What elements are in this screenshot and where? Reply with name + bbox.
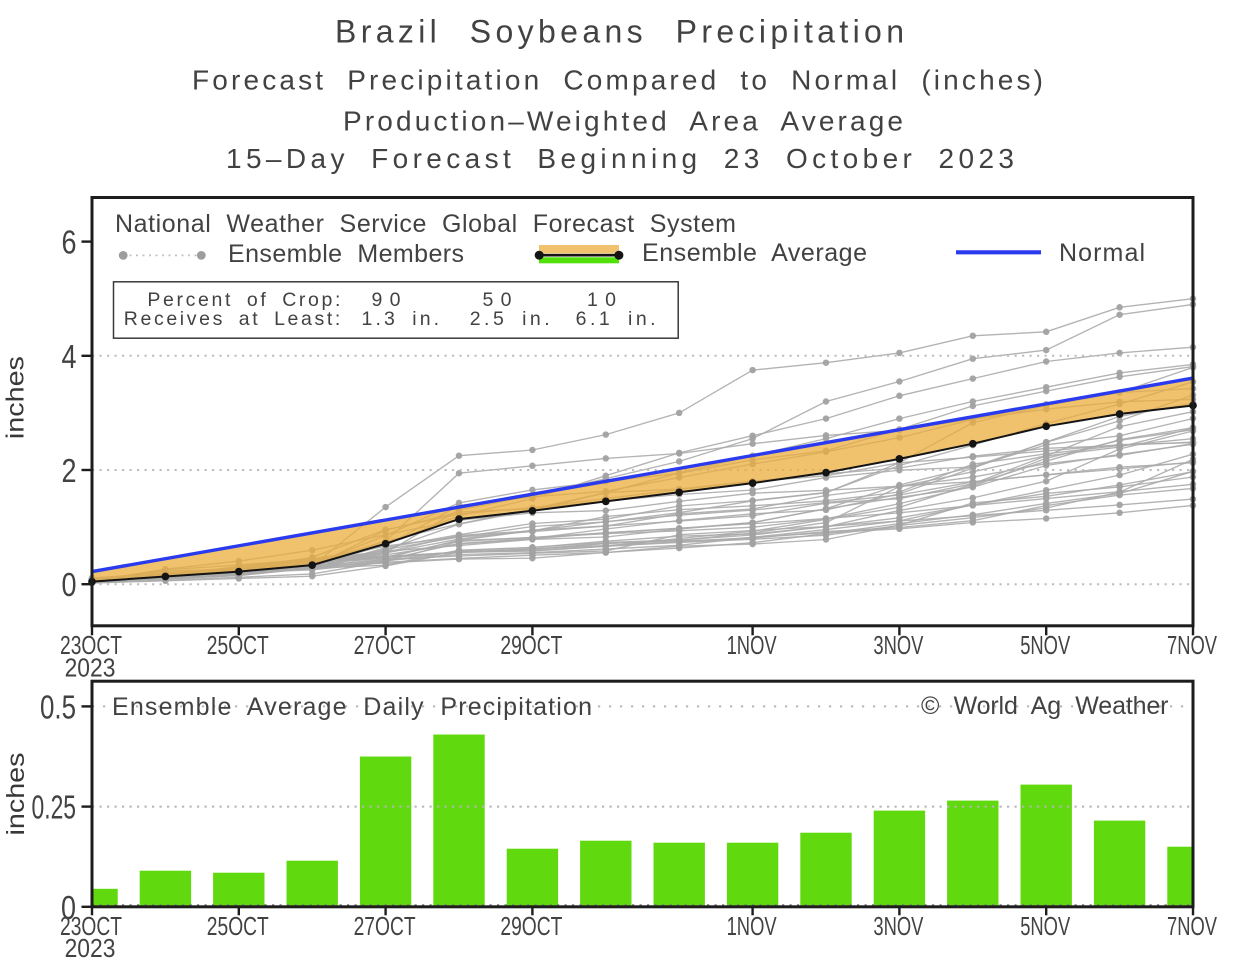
- svg-text:inches: inches: [2, 753, 30, 836]
- svg-text:15–Day Forecast Beginning 23 O: 15–Day Forecast Beginning 23 October 202…: [226, 143, 1014, 174]
- svg-text:Ensemble Average: Ensemble Average: [642, 239, 867, 267]
- svg-text:Production–Weighted Area Avera: Production–Weighted Area Average: [343, 106, 903, 137]
- svg-text:3NOV: 3NOV: [873, 913, 923, 941]
- svg-text:Normal: Normal: [1059, 239, 1145, 267]
- svg-text:29OCT: 29OCT: [500, 913, 562, 941]
- svg-text:Brazil Soybeans Precipitation: Brazil Soybeans Precipitation: [335, 14, 904, 50]
- svg-text:2023: 2023: [65, 935, 116, 963]
- svg-text:National Weather Service Globa: National Weather Service Global Forecast…: [115, 210, 736, 238]
- svg-text:7NOV: 7NOV: [1167, 632, 1217, 660]
- svg-text:0.5: 0.5: [40, 688, 76, 725]
- svg-text:6: 6: [62, 224, 77, 261]
- svg-text:29OCT: 29OCT: [500, 632, 562, 660]
- svg-text:7NOV: 7NOV: [1167, 913, 1217, 941]
- svg-text:25OCT: 25OCT: [207, 913, 269, 941]
- svg-text:4: 4: [62, 338, 77, 375]
- svg-text:Ensemble Average Daily Precipi: Ensemble Average Daily Precipitation: [112, 693, 592, 721]
- svg-text:Ensemble Members: Ensemble Members: [228, 240, 464, 268]
- svg-text:3NOV: 3NOV: [873, 632, 923, 660]
- svg-text:2023: 2023: [65, 655, 116, 683]
- svg-text:5NOV: 5NOV: [1020, 632, 1070, 660]
- svg-text:2: 2: [62, 452, 77, 489]
- svg-text:Forecast Precipitation Compare: Forecast Precipitation Compared to Norma…: [192, 65, 1043, 96]
- svg-text:inches: inches: [2, 356, 30, 439]
- svg-text:23OCT: 23OCT: [60, 632, 122, 660]
- svg-text:5NOV: 5NOV: [1020, 913, 1070, 941]
- svg-text:25OCT: 25OCT: [207, 632, 269, 660]
- svg-text:0: 0: [62, 566, 77, 603]
- svg-text:1NOV: 1NOV: [727, 913, 777, 941]
- svg-text:23OCT: 23OCT: [60, 913, 122, 941]
- svg-text:27OCT: 27OCT: [354, 913, 416, 941]
- svg-text:27OCT: 27OCT: [354, 632, 416, 660]
- svg-text:0: 0: [61, 889, 76, 926]
- svg-text:Receives at Least:: Receives at Least:: [124, 308, 340, 330]
- svg-text:© World Ag Weather: © World Ag Weather: [921, 692, 1169, 720]
- svg-text:0.25: 0.25: [32, 789, 77, 826]
- svg-text:1NOV: 1NOV: [727, 632, 777, 660]
